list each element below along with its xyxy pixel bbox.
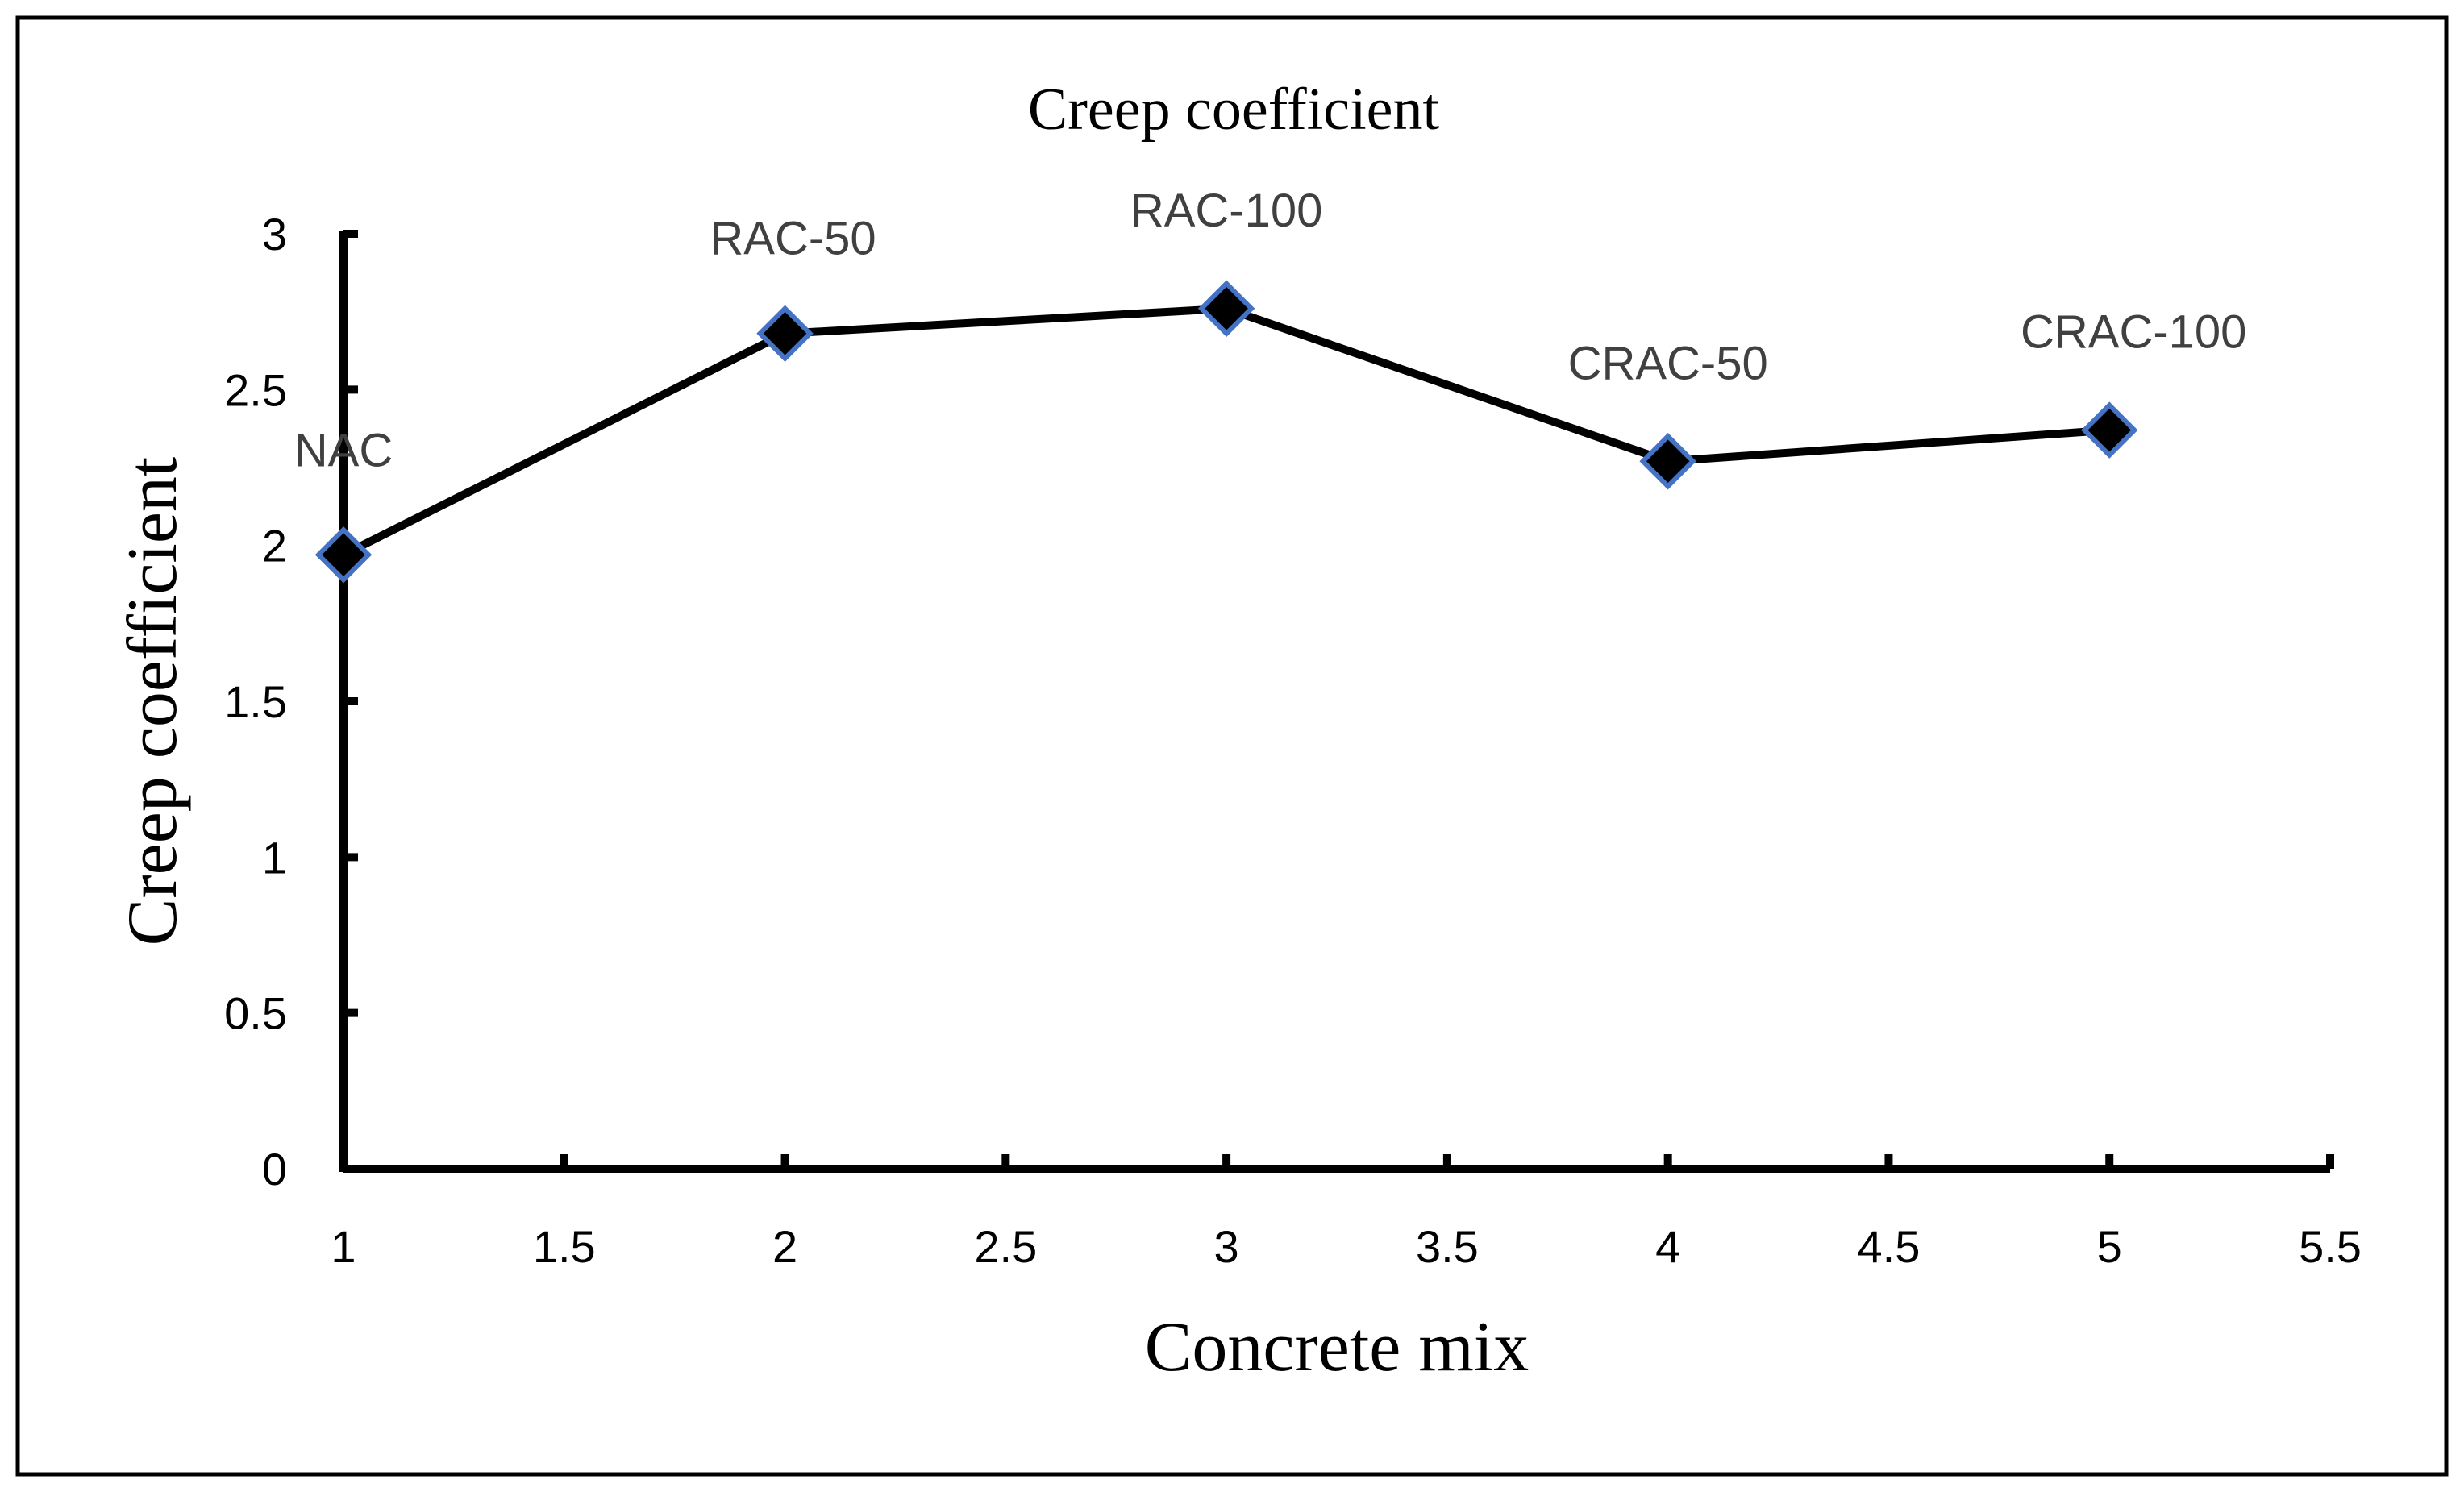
y-tick-label: 0.5: [224, 988, 287, 1039]
data-point-label: RAC-50: [710, 213, 876, 265]
data-point-label: CRAC-50: [1568, 337, 1768, 389]
series-layer: [314, 280, 2138, 584]
x-tick-label: 4: [1655, 1221, 1680, 1272]
outer-border: [15, 15, 2449, 1477]
data-point-marker: [2080, 401, 2138, 459]
data-point-label: RAC-100: [1130, 185, 1323, 237]
x-tick-label: 4.5: [1858, 1221, 1921, 1272]
x-axis-ticks: 1 1.5 2 2.5 3 3.5 4 4.5 5 5.5: [331, 1154, 2362, 1272]
data-point-marker: [314, 526, 373, 584]
x-tick-label: 5: [2097, 1221, 2122, 1272]
data-point-label: NAC: [294, 424, 393, 476]
x-tick-label: 1: [331, 1221, 356, 1272]
x-tick-label: 1.5: [533, 1221, 596, 1272]
y-tick-label: 0: [262, 1144, 287, 1195]
x-tick-label: 3: [1214, 1221, 1239, 1272]
y-tick-label: 2.5: [224, 364, 287, 415]
point-labels: NAC RAC-50 RAC-100 CRAC-50 CRAC-100: [294, 185, 2247, 476]
y-tick-label: 1: [262, 832, 287, 883]
y-tick-label: 2: [262, 521, 287, 571]
data-point-marker: [756, 305, 814, 362]
y-axis-label: Creep coefficient: [114, 457, 192, 946]
x-tick-label: 2.5: [974, 1221, 1037, 1272]
y-tick-label: 1.5: [224, 676, 287, 727]
x-tick-label: 5.5: [2299, 1221, 2362, 1272]
axes: [339, 231, 2330, 1173]
data-point-label: CRAC-100: [2021, 306, 2246, 359]
data-point-marker: [1639, 433, 1696, 490]
x-axis-label: Concrete mix: [1145, 1308, 1530, 1386]
x-tick-label: 3.5: [1416, 1221, 1479, 1272]
chart-title: Creep coefficient: [1028, 77, 1440, 143]
x-tick-label: 2: [772, 1221, 797, 1272]
data-point-marker: [1197, 280, 1255, 338]
y-tick-label: 3: [262, 209, 287, 260]
